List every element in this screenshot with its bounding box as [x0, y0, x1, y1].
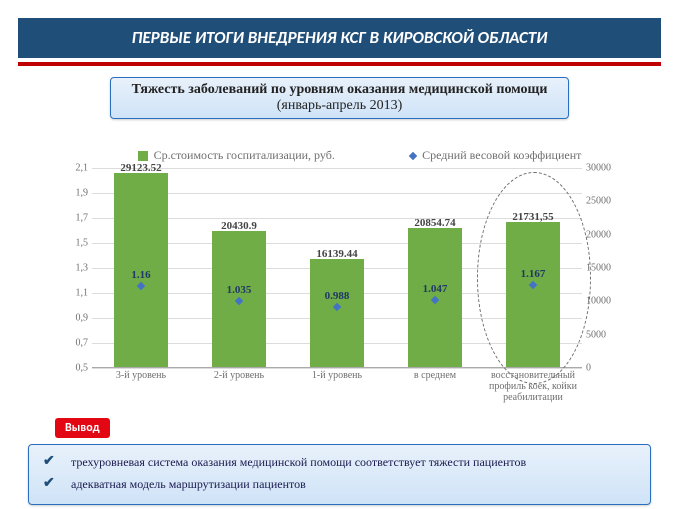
subtitle-box: Тяжесть заболеваний по уровням оказания … [110, 77, 569, 119]
conclusion-box: ✔ трехуровневая система оказания медицин… [28, 444, 651, 505]
check-icon: ✔ [43, 451, 57, 473]
x-category-label: восстановительныйпрофиль коек, койкиреаб… [480, 370, 586, 403]
legend-swatch-markers [409, 151, 417, 159]
chart-plot-area: 29123.521.1620430.91.03516139.440.988208… [92, 168, 582, 368]
conclusion-badge-label: Вывод [65, 421, 100, 435]
y-left-tick-label: 1,7 [52, 213, 88, 224]
y-right-tick-label: 15000 [586, 263, 622, 274]
bar-value-label: 29123.52 [120, 162, 161, 174]
bar [506, 222, 560, 367]
x-category-label: 2-й уровень [186, 370, 292, 381]
bar [310, 259, 364, 367]
y-left-tick-label: 1,9 [52, 188, 88, 199]
conclusion-text-1: адекватная модель маршрутизации пациенто… [71, 475, 306, 494]
y-left-tick-label: 1,3 [52, 263, 88, 274]
y-right-tick-label: 20000 [586, 229, 622, 240]
conclusion-text-0: трехуровневая система оказания медицинск… [71, 453, 526, 472]
gridline [92, 368, 582, 369]
x-category-label: в среднем [382, 370, 488, 381]
y-right-tick-label: 5000 [586, 329, 622, 340]
bar-value-label: 21731,55 [512, 211, 553, 223]
gridline [92, 168, 582, 169]
bar-value-label: 20430.9 [221, 220, 257, 232]
bar-value-label: 20854.74 [414, 217, 455, 229]
marker-value-label: 1.16 [131, 269, 150, 281]
y-right-tick-label: 10000 [586, 296, 622, 307]
y-right-tick-label: 25000 [586, 196, 622, 207]
legend-label-bars: Ср.стоимость госпитализации, руб. [154, 148, 335, 163]
x-category-label: 3-й уровень [88, 370, 194, 381]
marker-value-label: 1.035 [227, 284, 252, 296]
legend-entry-markers: Средний весовой коэффициент [410, 148, 581, 163]
conclusion-row-1: ✔ адекватная модель маршрутизации пациен… [43, 473, 636, 495]
bar-value-label: 16139.44 [316, 248, 357, 260]
y-left-tick-label: 1,5 [52, 238, 88, 249]
marker-value-label: 1.167 [521, 268, 546, 280]
y-left-tick-label: 1,1 [52, 288, 88, 299]
page-title-band: ПЕРВЫЕ ИТОГИ ВНЕДРЕНИЯ КСГ В КИРОВСКОЙ О… [18, 18, 661, 58]
marker-value-label: 1.047 [423, 283, 448, 295]
legend-entry-bars: Ср.стоимость госпитализации, руб. [138, 148, 335, 163]
legend-label-markers: Средний весовой коэффициент [422, 148, 581, 163]
y-left-tick-label: 2,1 [52, 163, 88, 174]
y-left-tick-label: 0,9 [52, 313, 88, 324]
subtitle-line2: (январь-апрель 2013) [117, 98, 562, 114]
title-underline [18, 62, 661, 66]
legend-swatch-bars [138, 151, 148, 161]
check-icon: ✔ [43, 473, 57, 495]
y-left-tick-label: 0,7 [52, 338, 88, 349]
x-category-label: 1-й уровень [284, 370, 390, 381]
page-title-text: ПЕРВЫЕ ИТОГИ ВНЕДРЕНИЯ КСГ В КИРОВСКОЙ О… [132, 27, 548, 48]
chart-legend: Ср.стоимость госпитализации, руб. Средни… [100, 148, 619, 163]
y-left-tick-label: 0,5 [52, 363, 88, 374]
y-right-tick-label: 0 [586, 363, 622, 374]
y-right-tick-label: 30000 [586, 163, 622, 174]
chart: 29123.521.1620430.91.03516139.440.988208… [52, 168, 622, 388]
marker-value-label: 0.988 [325, 290, 350, 302]
subtitle-line1: Тяжесть заболеваний по уровням оказания … [117, 82, 562, 98]
conclusion-badge: Вывод [55, 418, 110, 438]
conclusion-row-0: ✔ трехуровневая система оказания медицин… [43, 451, 636, 473]
